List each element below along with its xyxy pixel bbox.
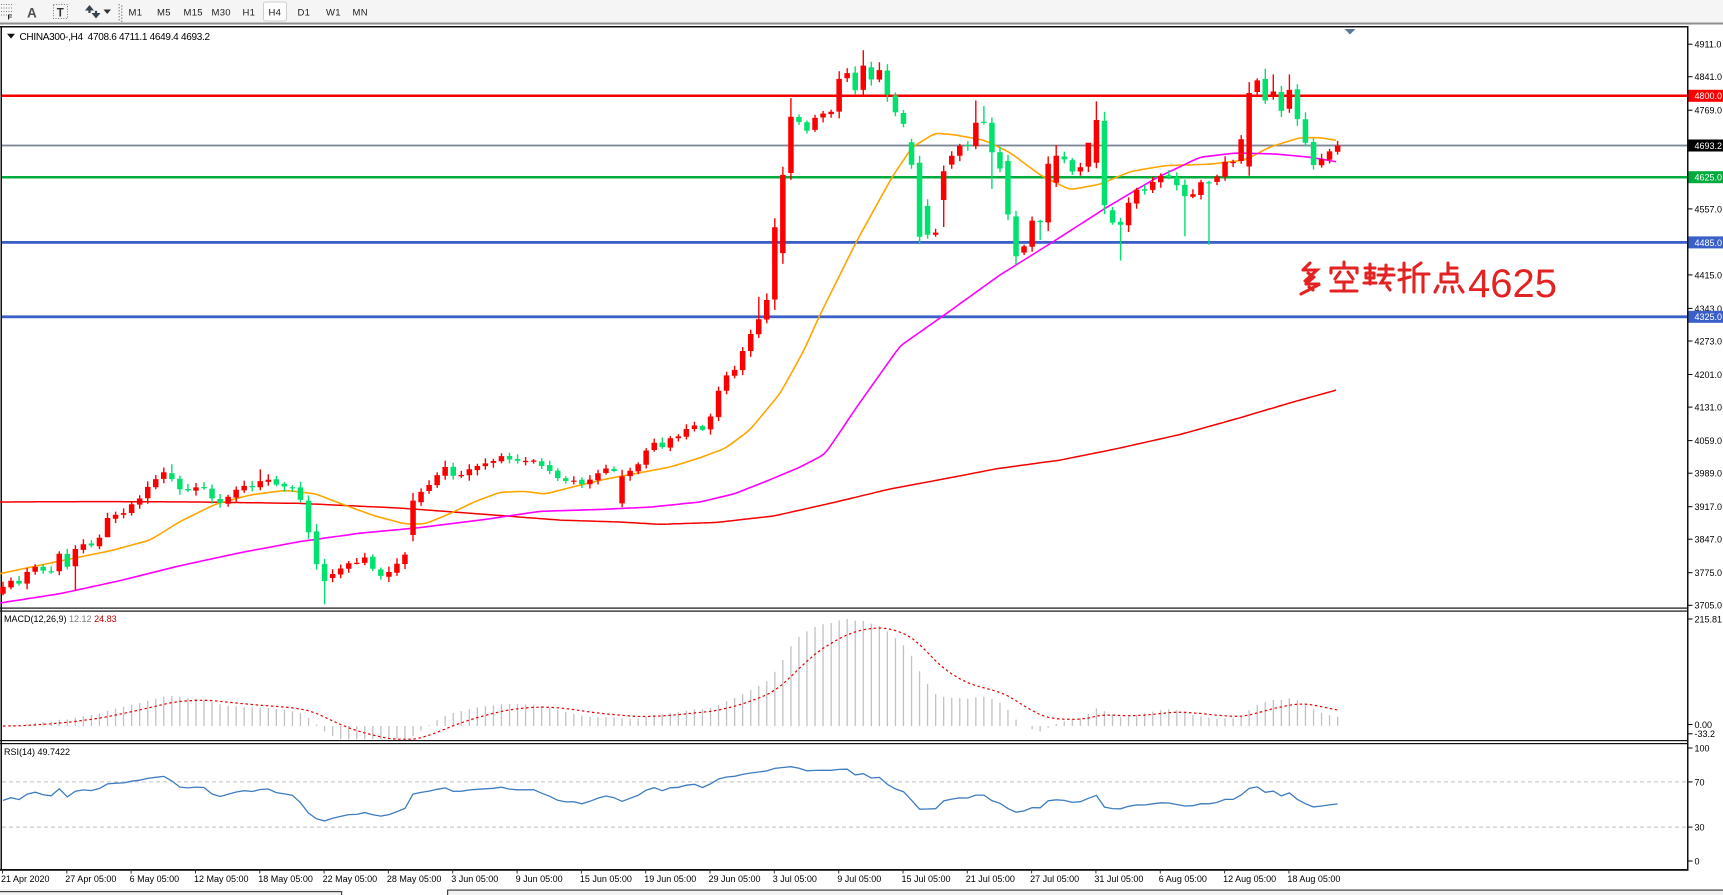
svg-text:3989.0: 3989.0: [1695, 469, 1723, 479]
svg-text:4325.0: 4325.0: [1695, 312, 1723, 322]
svg-text:H4: H4: [269, 8, 282, 19]
svg-text:100: 100: [1695, 743, 1710, 753]
svg-text:3 Jul 05:00: 3 Jul 05:00: [773, 874, 817, 884]
svg-text:4911.0: 4911.0: [1695, 40, 1722, 50]
svg-text:4131.0: 4131.0: [1695, 403, 1723, 413]
svg-text:12 May 05:00: 12 May 05:00: [194, 874, 249, 884]
svg-text:W1: W1: [326, 8, 341, 19]
svg-text:0: 0: [1695, 856, 1700, 866]
svg-text:3917.0: 3917.0: [1695, 502, 1723, 512]
svg-text:6 Aug 05:00: 6 Aug 05:00: [1159, 874, 1207, 884]
svg-text:4625.0: 4625.0: [1695, 173, 1723, 183]
svg-text:15 Jun 05:00: 15 Jun 05:00: [580, 874, 632, 884]
svg-text:M5: M5: [157, 8, 171, 19]
svg-text:4769.0: 4769.0: [1695, 106, 1723, 116]
svg-text:9 Jun 05:00: 9 Jun 05:00: [516, 874, 563, 884]
svg-text:CHINA300-,H4 4708.6 4711.1 46: CHINA300-,H4 4708.6 4711.1 4649.4 4693.2: [20, 32, 211, 43]
svg-text:4059.0: 4059.0: [1695, 436, 1723, 446]
svg-text:4693.2: 4693.2: [1695, 141, 1723, 151]
svg-text:M1: M1: [129, 8, 143, 19]
svg-text:215.81: 215.81: [1695, 614, 1723, 624]
svg-text:22 May 05:00: 22 May 05:00: [323, 874, 378, 884]
svg-text:21 Jul 05:00: 21 Jul 05:00: [966, 874, 1015, 884]
svg-text:27 Jul 05:00: 27 Jul 05:00: [1030, 874, 1079, 884]
svg-text:A: A: [27, 6, 37, 21]
svg-text:4557.0: 4557.0: [1695, 204, 1723, 214]
svg-text:3775.0: 3775.0: [1695, 568, 1723, 578]
svg-text:RSI(14) 49.7422: RSI(14) 49.7422: [4, 747, 70, 757]
svg-text:M30: M30: [212, 8, 231, 19]
svg-text:4273.0: 4273.0: [1695, 336, 1723, 346]
svg-text:4841.0: 4841.0: [1695, 72, 1723, 82]
svg-text:D1: D1: [298, 8, 311, 19]
svg-text:MN: MN: [353, 8, 368, 19]
svg-text:-33.2: -33.2: [1695, 729, 1716, 739]
svg-text:4625: 4625: [1468, 262, 1557, 306]
svg-text:12 Aug 05:00: 12 Aug 05:00: [1223, 874, 1276, 884]
svg-text:18 May 05:00: 18 May 05:00: [258, 874, 313, 884]
svg-text:4485.0: 4485.0: [1695, 238, 1723, 248]
svg-text:0.00: 0.00: [1695, 720, 1713, 730]
svg-text:15 Jul 05:00: 15 Jul 05:00: [902, 874, 951, 884]
svg-text:4415.0: 4415.0: [1695, 270, 1723, 280]
svg-text:MACD(12,26,9) 12.12 24.83: MACD(12,26,9) 12.12 24.83: [4, 614, 117, 624]
svg-text:70: 70: [1695, 777, 1705, 787]
svg-text:9 Jul 05:00: 9 Jul 05:00: [837, 874, 881, 884]
svg-text:M15: M15: [184, 8, 203, 19]
svg-text:6 May 05:00: 6 May 05:00: [130, 874, 180, 884]
svg-text:19 Jun 05:00: 19 Jun 05:00: [644, 874, 696, 884]
svg-text:30: 30: [1695, 823, 1705, 833]
svg-text:H1: H1: [243, 8, 256, 19]
svg-text:T: T: [57, 8, 64, 20]
svg-text:3705.0: 3705.0: [1695, 601, 1723, 611]
svg-text:31 Jul 05:00: 31 Jul 05:00: [1094, 874, 1143, 884]
svg-text:21 Apr 2020: 21 Apr 2020: [1, 874, 50, 884]
svg-text:4201.0: 4201.0: [1695, 370, 1723, 380]
svg-text:3847.0: 3847.0: [1695, 535, 1723, 545]
svg-text:27 Apr 05:00: 27 Apr 05:00: [65, 874, 116, 884]
svg-text:29 Jun 05:00: 29 Jun 05:00: [709, 874, 761, 884]
svg-text:4800.0: 4800.0: [1695, 91, 1723, 101]
svg-text:3 Jun 05:00: 3 Jun 05:00: [451, 874, 498, 884]
svg-text:18 Aug 05:00: 18 Aug 05:00: [1287, 874, 1340, 884]
svg-text:28 May 05:00: 28 May 05:00: [387, 874, 442, 884]
svg-text:4343.0: 4343.0: [1695, 304, 1723, 314]
svg-text:F: F: [8, 13, 13, 22]
